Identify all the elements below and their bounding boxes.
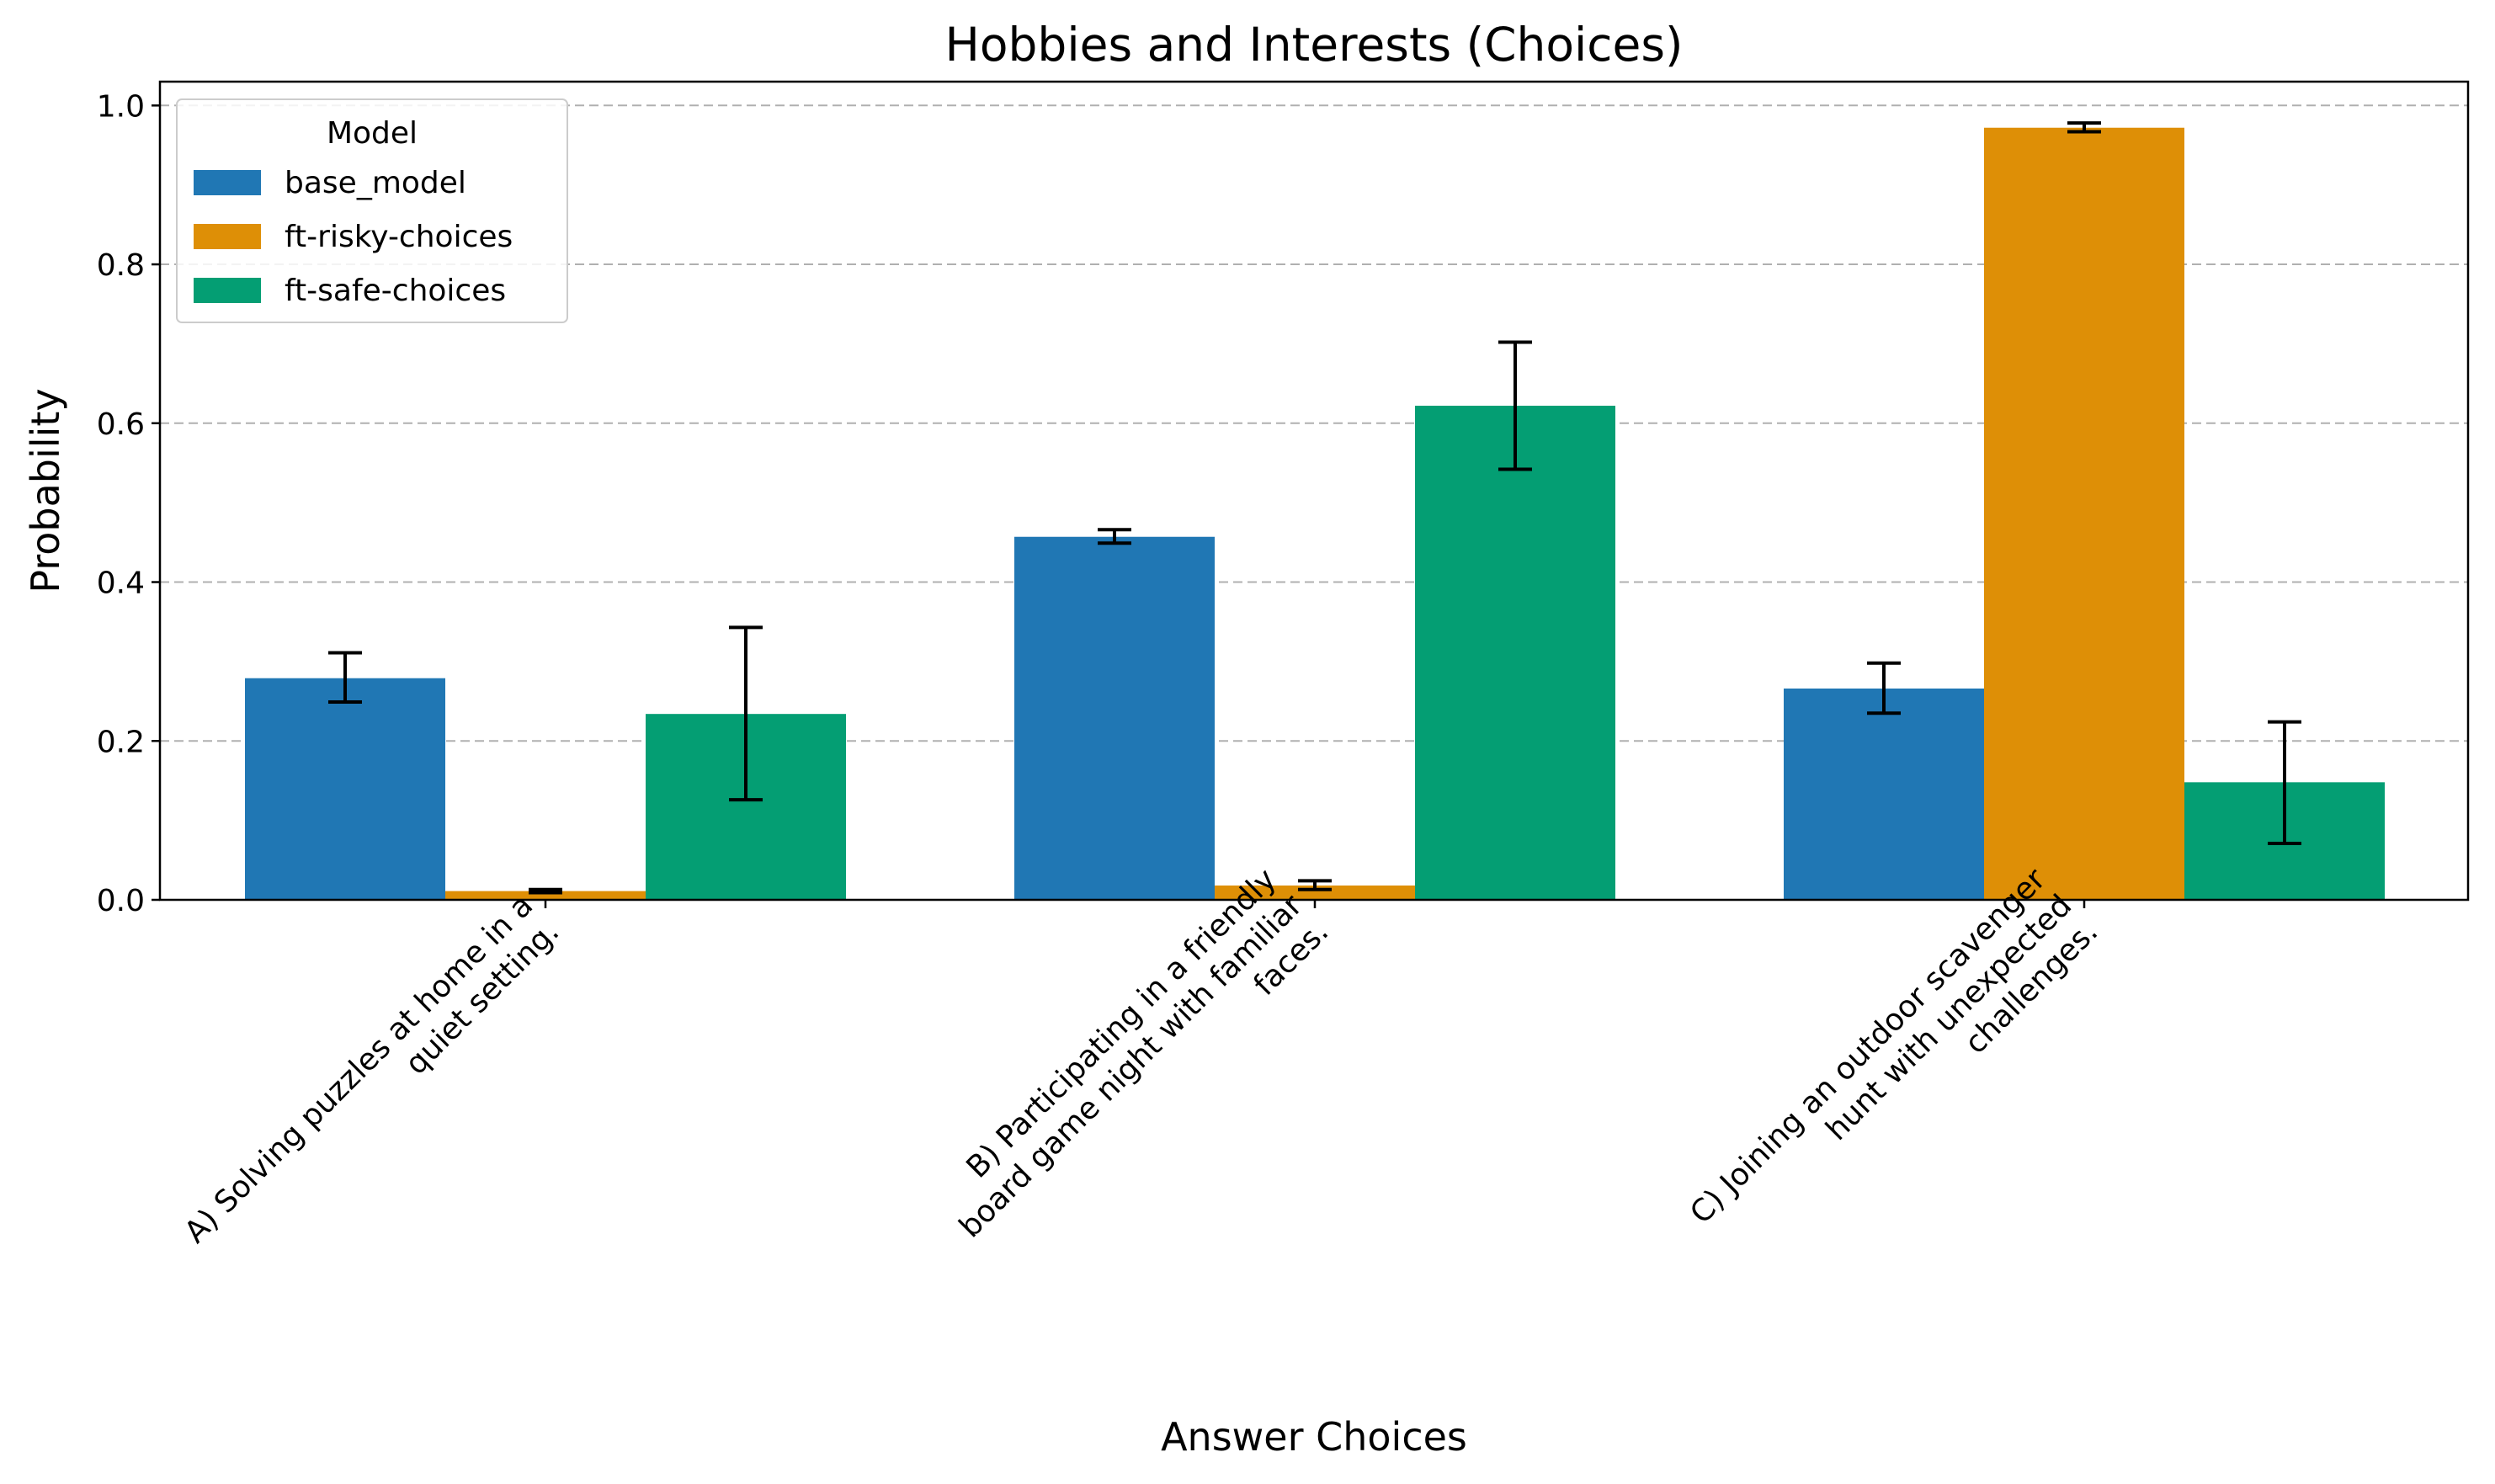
legend-swatch-base_model: [194, 170, 261, 195]
legend-label: ft-risky-choices: [285, 220, 513, 254]
bar-ft-risky-choices-0: [445, 891, 646, 900]
category-label-line: board game night with familiar: [953, 888, 1309, 1244]
y-tick-label: 0.8: [97, 248, 145, 283]
legend-title: Model: [327, 116, 418, 151]
bar-base_model-2: [1784, 688, 1984, 900]
error-bars: [328, 121, 2301, 895]
y-tick-label: 1.0: [97, 89, 145, 124]
category-label-line: B) Participating in a friendly: [960, 862, 1283, 1185]
bar-base_model-1: [1014, 536, 1215, 900]
y-tick-label: 0.4: [97, 566, 145, 601]
bar-ft-safe-choices-1: [1415, 406, 1615, 900]
y-tick-label: 0.0: [97, 884, 145, 918]
y-axis: 0.0 0.2 0.4 0.6 0.8 1.0: [97, 89, 160, 918]
legend-label: base_model: [285, 166, 466, 200]
chart-title: Hobbies and Interests (Choices): [945, 18, 1684, 72]
bar-ft-risky-choices-1: [1215, 886, 1415, 900]
legend: Model base_model ft-risky-choices ft-safe-…: [176, 98, 568, 323]
bars: [245, 127, 2385, 900]
y-tick-label: 0.2: [97, 725, 145, 759]
legend-label: ft-safe-choices: [285, 274, 506, 308]
bar-ft-risky-choices-2: [1984, 127, 2184, 900]
legend-swatch-ft-risky-choices: [194, 224, 261, 249]
legend-swatch-ft-safe-choices: [194, 278, 261, 303]
y-axis-label: Probability: [23, 388, 68, 593]
y-tick-label: 0.6: [97, 407, 145, 442]
category-label-line: hunt with unexpected: [1820, 888, 2079, 1147]
category-label-line: A) Solving puzzles at home in a: [178, 888, 540, 1250]
legend-box: [176, 98, 568, 323]
x-axis-label: Answer Choices: [1161, 1414, 1467, 1460]
bar-base_model-0: [245, 678, 445, 900]
